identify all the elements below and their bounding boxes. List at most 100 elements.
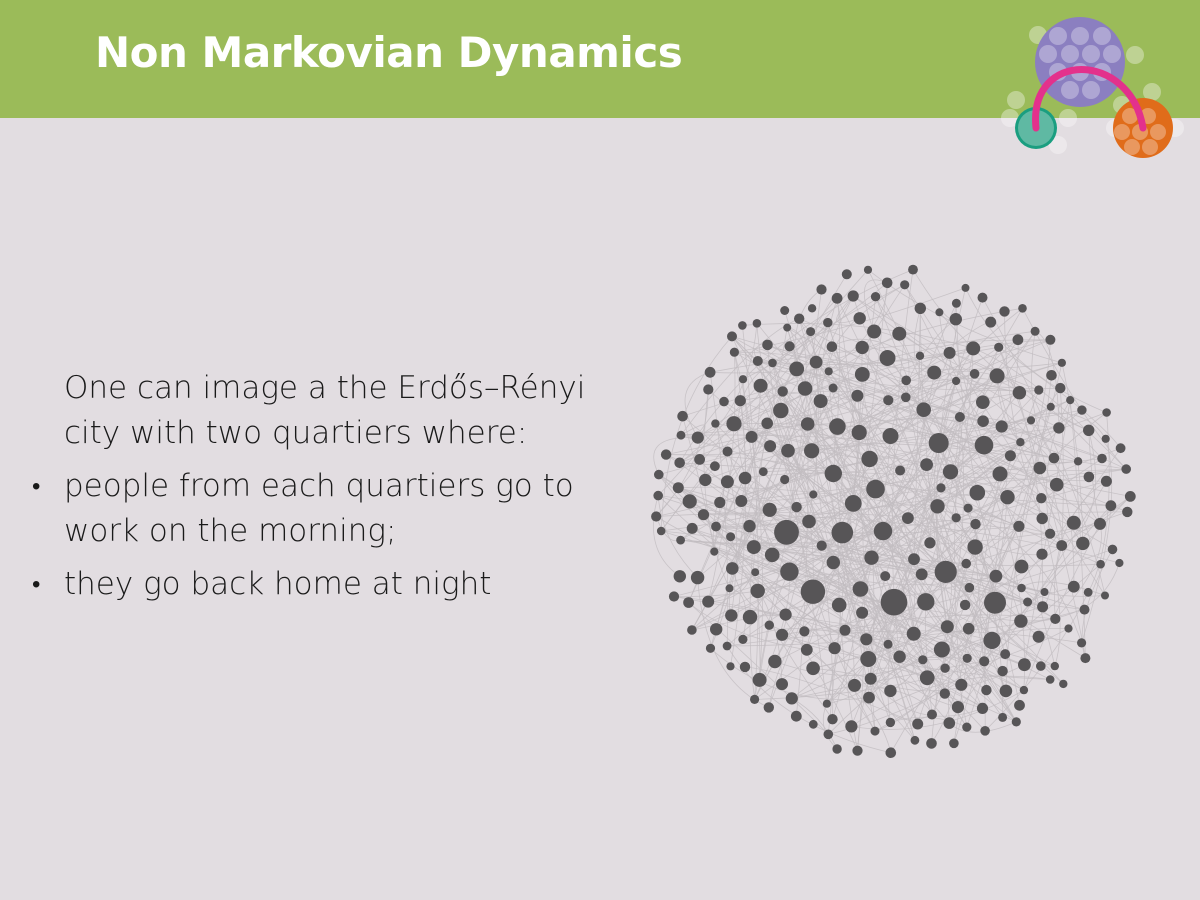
- network-node: [832, 744, 842, 754]
- network-edge: [729, 444, 985, 589]
- network-edge: [688, 295, 854, 603]
- network-node: [751, 568, 760, 577]
- network-edge: [1061, 362, 1084, 544]
- network-node: [764, 547, 780, 563]
- network-node: [711, 419, 720, 428]
- network-edge: [874, 563, 1101, 732]
- network-edge: [757, 360, 1101, 525]
- network-edge: [734, 287, 966, 353]
- network-node: [902, 512, 914, 524]
- network-edge: [791, 698, 838, 750]
- bullet-item: • people from each quartiers go to work o…: [28, 464, 588, 554]
- network-node: [797, 381, 813, 396]
- network-node: [824, 464, 842, 483]
- network-node: [790, 710, 802, 722]
- network-node: [977, 415, 989, 427]
- network-node: [729, 347, 739, 357]
- network-edge: [913, 297, 983, 634]
- network-node: [966, 341, 981, 356]
- network-node: [822, 699, 831, 708]
- network-edge: [727, 451, 835, 649]
- network-node: [776, 678, 788, 691]
- network-node: [961, 283, 970, 292]
- network-node: [883, 639, 893, 649]
- network-node: [926, 738, 937, 749]
- network-node: [860, 651, 877, 667]
- network-edge: [715, 371, 830, 630]
- network-edge: [744, 666, 918, 725]
- network-node: [683, 597, 694, 608]
- network-node: [910, 735, 920, 745]
- network-node: [860, 633, 873, 646]
- network-edge: [742, 379, 773, 556]
- network-node: [870, 292, 881, 302]
- network-node: [686, 522, 698, 534]
- network-edge: [1001, 412, 1107, 440]
- network-node: [1036, 493, 1047, 504]
- network-edge: [998, 346, 1121, 449]
- network-node: [970, 518, 981, 530]
- network-node: [674, 457, 685, 469]
- network-node: [725, 609, 738, 622]
- network-node: [752, 356, 763, 366]
- network-node: [809, 355, 823, 369]
- network-node: [844, 495, 862, 512]
- network-node: [690, 570, 705, 585]
- network-edge: [754, 523, 976, 700]
- network-node: [808, 719, 818, 729]
- network-node: [831, 292, 843, 304]
- network-node: [780, 562, 799, 581]
- network-node: [828, 383, 838, 393]
- network-node: [816, 540, 827, 551]
- network-node: [949, 313, 962, 326]
- network-node: [672, 482, 684, 494]
- network-node: [848, 678, 861, 692]
- network-edge: [741, 458, 1103, 502]
- network-edge: [715, 423, 861, 590]
- network-node: [1073, 457, 1083, 466]
- network-node: [863, 265, 873, 274]
- network-node: [864, 550, 879, 565]
- network-edge: [789, 441, 1021, 573]
- network-edge: [666, 380, 957, 455]
- network-node: [676, 430, 686, 440]
- network-edge: [936, 287, 966, 627]
- network-edge: [684, 371, 711, 438]
- network-node: [1030, 326, 1040, 336]
- network-node: [768, 358, 777, 368]
- network-node: [933, 641, 950, 658]
- network-edge: [688, 602, 807, 651]
- network-node: [823, 317, 833, 328]
- network-edge: [691, 409, 1083, 631]
- network-node: [827, 714, 838, 725]
- network-node: [989, 569, 1003, 583]
- network-node: [1094, 517, 1106, 530]
- logo-purple-circle: [1035, 17, 1125, 107]
- network-node: [999, 306, 1010, 317]
- network-node: [863, 691, 875, 704]
- network-node: [1033, 461, 1047, 475]
- network-node: [882, 428, 899, 444]
- network-node: [763, 702, 774, 713]
- network-edge: [753, 348, 797, 370]
- network-node: [743, 519, 756, 533]
- network-node: [750, 694, 760, 704]
- network-node: [1046, 402, 1055, 411]
- network-node: [1000, 649, 1011, 660]
- network-node: [1102, 408, 1111, 417]
- network-node: [745, 430, 758, 443]
- network-node: [738, 634, 748, 644]
- network-node: [999, 684, 1013, 698]
- network-node: [1012, 334, 1024, 346]
- slide-title: Non Markovian Dynamics: [95, 28, 683, 77]
- network-node: [880, 588, 908, 616]
- network-node: [789, 361, 805, 377]
- network-edge: [890, 375, 998, 437]
- network-node: [881, 277, 893, 289]
- network-node: [682, 494, 697, 509]
- network-node: [851, 389, 864, 402]
- network-node: [942, 464, 959, 480]
- network-node: [773, 402, 789, 419]
- network-edge: [680, 530, 884, 545]
- network-edge: [697, 307, 1023, 438]
